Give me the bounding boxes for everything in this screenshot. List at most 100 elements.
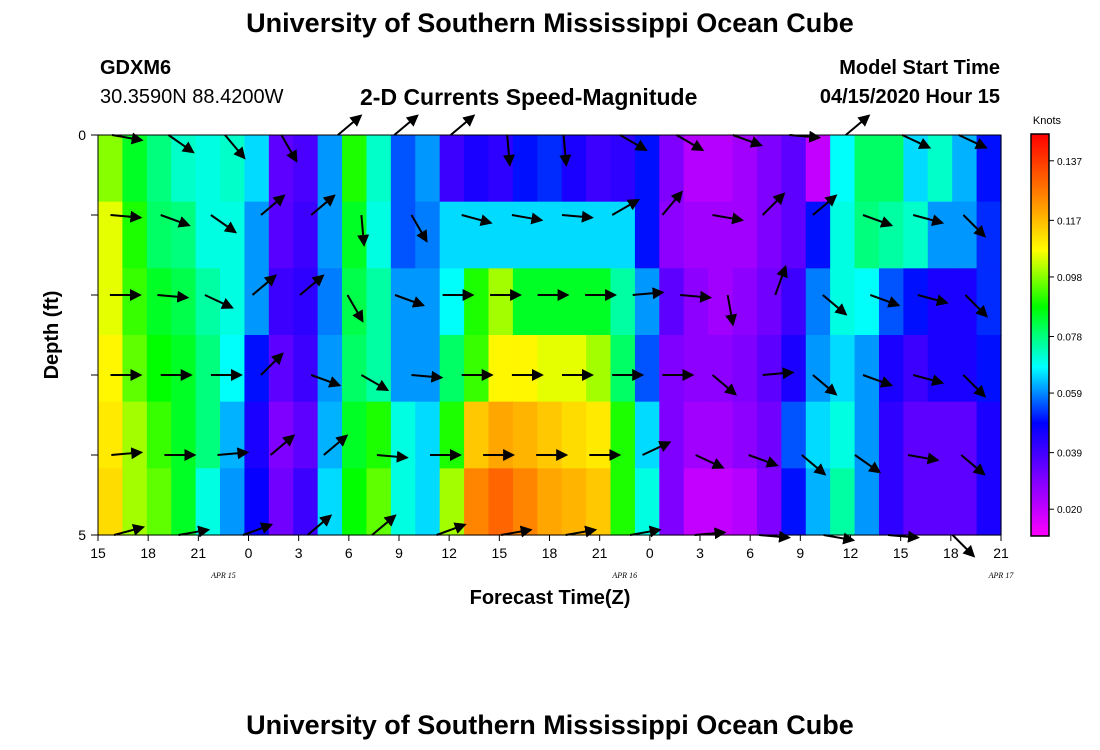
heatmap-cell: [268, 201, 294, 269]
heatmap-cell: [830, 468, 856, 536]
heatmap-cell: [952, 468, 978, 536]
heatmap-cell: [805, 135, 831, 203]
heatmap-cell: [805, 401, 831, 469]
colorbar-tick-label: 0.098: [1057, 273, 1082, 284]
current-vector: [210, 214, 238, 234]
heatmap-cell: [634, 201, 660, 269]
heatmap-cell: [146, 401, 172, 469]
heatmap-cell: [317, 468, 343, 536]
heatmap-cell: [464, 335, 490, 403]
heatmap-cell: [244, 468, 270, 536]
heatmap-cell: [732, 268, 758, 336]
heatmap-cell: [781, 135, 807, 203]
heatmap-cell: [854, 401, 880, 469]
heatmap-cell: [293, 135, 319, 203]
heatmap-cell: [805, 268, 831, 336]
heatmap-cell: [927, 135, 953, 203]
heatmap-cell: [878, 135, 904, 203]
heatmap-cell: [293, 401, 319, 469]
heatmap-cell: [390, 201, 416, 269]
heatmap-cell: [244, 268, 270, 336]
heatmap-cell: [830, 201, 856, 269]
colorbar-tick-label: 0.137: [1057, 157, 1082, 168]
heatmap-cell: [488, 468, 514, 536]
heatmap-cell: [537, 335, 563, 403]
heatmap-cell: [98, 468, 124, 536]
heatmap-cell: [708, 468, 734, 536]
heatmap-cell: [512, 268, 538, 336]
heatmap-cell: [659, 201, 685, 269]
heatmap-cell: [976, 468, 1002, 536]
current-vector: [912, 374, 945, 386]
heatmap-cell: [561, 201, 587, 269]
heatmap-cell: [586, 401, 612, 469]
heatmap-cell: [220, 468, 246, 536]
heatmap-cell: [927, 468, 953, 536]
heatmap-cell: [561, 135, 587, 203]
heatmap-cell: [683, 468, 709, 536]
heatmap-cell: [610, 201, 636, 269]
current-vector: [500, 525, 533, 538]
heatmap-cell: [854, 135, 880, 203]
heatmap-cell: [268, 401, 294, 469]
station-coords: 30.3590N 88.4200W: [100, 86, 284, 108]
heatmap-cell: [781, 335, 807, 403]
current-vector: [323, 434, 349, 456]
heatmap-cell: [830, 401, 856, 469]
heatmap-cell: [683, 335, 709, 403]
x-tick-label: 6: [345, 545, 353, 561]
x-tick-label: 18: [542, 545, 558, 561]
current-vector: [511, 212, 544, 225]
heatmap-cell: [708, 201, 734, 269]
heatmap-cell: [464, 135, 490, 203]
current-vector: [251, 274, 277, 296]
current-vector: [823, 532, 856, 545]
heatmap-cell: [415, 468, 441, 536]
heatmap-cell: [488, 401, 514, 469]
heatmap-cell: [732, 135, 758, 203]
heatmap-cell: [976, 401, 1002, 469]
heatmap-cell: [171, 401, 197, 469]
current-vector: [310, 374, 342, 388]
x-tick-label: 15: [492, 545, 508, 561]
heatmap-cell: [244, 135, 270, 203]
current-vector: [901, 134, 932, 149]
heatmap-cell: [415, 401, 441, 469]
heatmap-cell: [122, 401, 148, 469]
current-vector: [812, 194, 838, 216]
current-vector: [907, 452, 940, 465]
x-tick-label: 18: [140, 545, 156, 561]
heatmap-cell: [561, 401, 587, 469]
heatmap-cell: [195, 268, 221, 336]
heatmap-cell: [195, 401, 221, 469]
footer-title: University of Southern Mississippi Ocean…: [246, 710, 854, 740]
current-vector: [299, 274, 325, 296]
current-vector: [962, 214, 987, 238]
heatmap-cell: [537, 468, 563, 536]
current-vector: [450, 114, 476, 136]
chart-subtitle: 2-D Currents Speed-Magnitude: [360, 84, 698, 110]
date-label: APR 17: [988, 571, 1015, 580]
heatmap-cell: [683, 135, 709, 203]
heatmap-cell: [537, 135, 563, 203]
heatmap-cell: [317, 268, 343, 336]
heatmap-cell: [244, 201, 270, 269]
heatmap-cell: [805, 468, 831, 536]
current-vector: [110, 210, 143, 223]
heatmap-cell: [146, 135, 172, 203]
date-label: APR 15: [210, 571, 236, 580]
heatmap-cell: [268, 468, 294, 536]
current-vector: [661, 190, 683, 216]
heatmap-cell: [439, 401, 465, 469]
current-vector: [157, 290, 190, 303]
heatmap-cell: [220, 268, 246, 336]
heatmap-cell: [781, 201, 807, 269]
current-vector: [912, 214, 945, 226]
heatmap-cell: [366, 201, 392, 269]
model-start-label: Model Start Time: [839, 57, 1000, 79]
heatmap-cell: [610, 135, 636, 203]
y-axis-label: Depth (ft): [41, 291, 63, 380]
x-tick-label: 15: [90, 545, 106, 561]
heatmap-cell: [317, 201, 343, 269]
current-vector: [951, 534, 976, 558]
